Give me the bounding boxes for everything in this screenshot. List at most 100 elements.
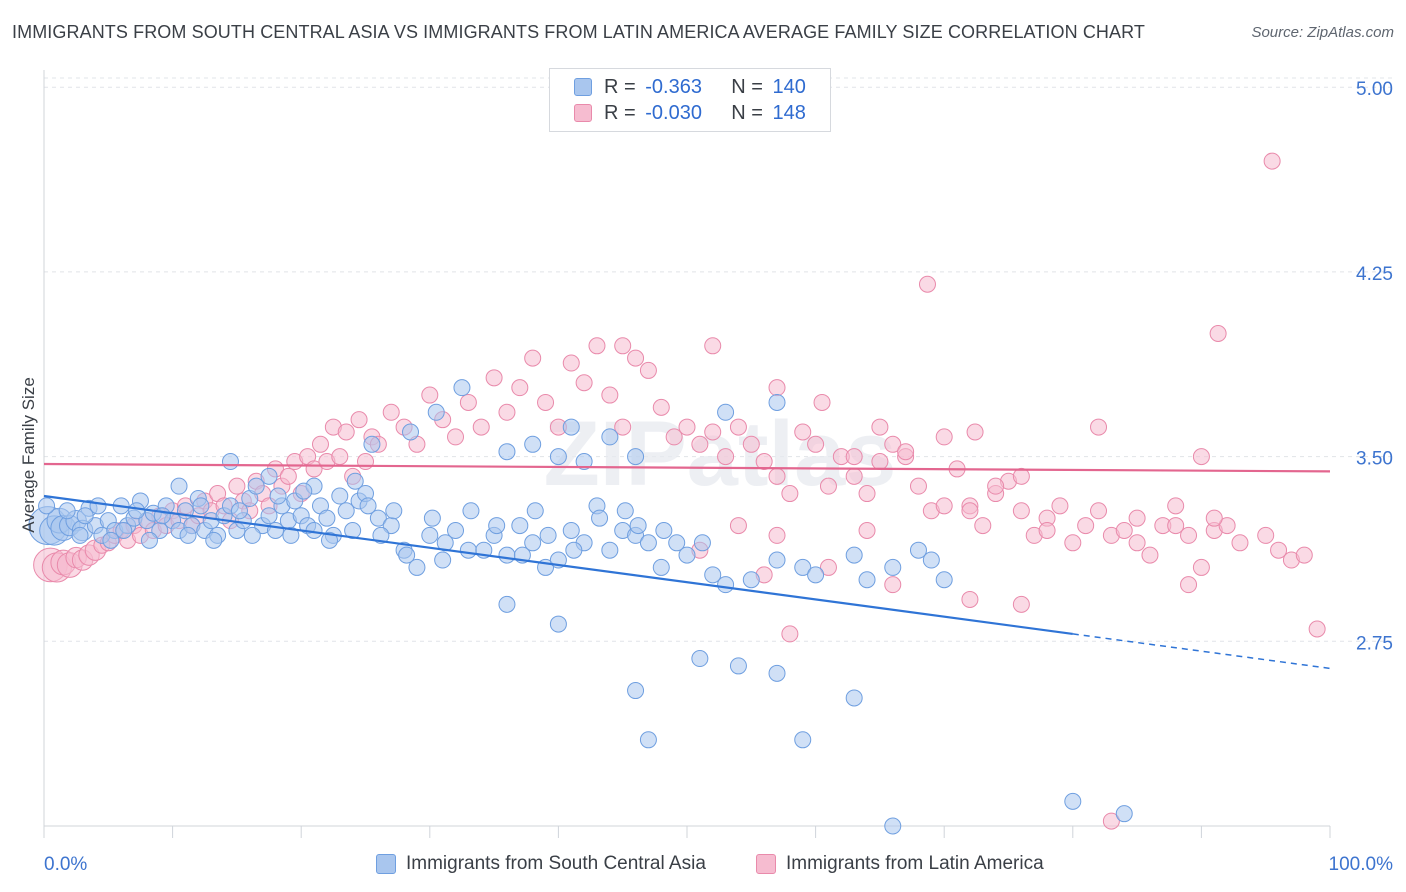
blue-point: [858, 571, 876, 589]
blue-point: [845, 689, 863, 707]
blue-point: [729, 657, 747, 675]
blue-point: [668, 534, 686, 552]
pink-point: [1308, 620, 1326, 638]
pink-point: [909, 477, 927, 495]
blue-point: [539, 526, 557, 544]
pink-point: [331, 448, 349, 466]
pink-point: [1180, 526, 1198, 544]
pink-point: [704, 423, 722, 441]
pink-point: [781, 625, 799, 643]
blue-point: [320, 531, 338, 549]
blue-point: [629, 517, 647, 535]
pink-point: [819, 558, 837, 576]
bottom-legend-label: Immigrants from Latin America: [786, 853, 1044, 874]
pink-point: [729, 517, 747, 535]
pink-point: [665, 428, 683, 446]
blue-point: [369, 509, 387, 527]
blue-point: [38, 497, 56, 515]
axis-labels: 2.75 3.50 4.25 5.00 0.0% 100.0% Average Family…: [19, 79, 1393, 875]
pink-point: [858, 485, 876, 503]
pink-point: [987, 477, 1005, 495]
blue-point: [1115, 805, 1133, 823]
pink-point: [421, 386, 439, 404]
pink-point: [819, 477, 837, 495]
blue-point: [385, 502, 403, 520]
y-tick-label: 2.75: [1356, 633, 1393, 654]
blue-point: [192, 497, 210, 515]
pink-point: [918, 275, 936, 293]
pink-point: [472, 418, 490, 436]
blue-point: [562, 521, 580, 539]
x-tick-label: 100.0%: [1329, 854, 1394, 875]
correlation-legend: R = -0.363 N = 140 R = -0.030 N = 148: [549, 68, 831, 132]
blue-point: [58, 502, 76, 520]
pink-point: [498, 403, 516, 421]
blue-point: [498, 443, 516, 461]
pink-point: [813, 393, 831, 411]
blue-point: [243, 526, 261, 544]
blue-point: [115, 521, 133, 539]
pink-point: [742, 435, 760, 453]
pink-point: [704, 337, 722, 355]
blue-point: [372, 526, 390, 544]
blue-point: [498, 546, 516, 564]
blue-point: [884, 817, 902, 835]
blue-point: [260, 507, 278, 525]
source-label: Source: ZipAtlas.com: [1251, 24, 1394, 41]
y-tick-label: 5.00: [1356, 79, 1393, 100]
pink-point: [614, 337, 632, 355]
blue-point: [526, 502, 544, 520]
grid-lines: [44, 77, 1392, 642]
blue-point: [230, 502, 248, 520]
pink-point: [935, 497, 953, 515]
pink-point: [652, 398, 670, 416]
blue-point: [768, 393, 786, 411]
blue-point: [591, 509, 609, 527]
legend-n-value: 140: [772, 75, 806, 98]
pink-point: [357, 453, 374, 471]
blue-point: [71, 526, 89, 544]
pink-point: [729, 418, 747, 436]
legend-r-value: -0.030: [645, 101, 702, 124]
blue-point: [427, 403, 445, 421]
bottom-legend-south-central-asia: Immigrants from South Central Asia: [376, 850, 706, 878]
blue-point: [408, 558, 426, 576]
pink-point: [1167, 517, 1185, 535]
pink-point: [807, 435, 825, 453]
blue-point: [447, 521, 465, 539]
bottom-legend-label: Immigrants from South Central Asia: [406, 853, 706, 874]
blue-point: [794, 558, 812, 576]
pink-point: [627, 349, 645, 367]
blue-point: [565, 541, 583, 559]
y-tick-label: 4.25: [1356, 264, 1393, 285]
blue-point: [295, 482, 313, 500]
pink-point: [1012, 595, 1030, 613]
pink-point: [678, 418, 696, 436]
pink-point: [1102, 812, 1120, 830]
blue-point: [247, 477, 265, 495]
pink-point: [1218, 517, 1236, 535]
blue-point: [128, 502, 146, 520]
blue-point: [205, 531, 223, 549]
pink-point: [1051, 497, 1069, 515]
legend-n-label: N =: [731, 75, 763, 98]
blue-point: [282, 526, 300, 544]
pink-point: [884, 435, 902, 453]
blue-point: [459, 541, 477, 559]
blue-point: [691, 650, 709, 668]
pink-point: [382, 403, 400, 421]
legend-r-label: R =: [604, 75, 636, 98]
pink-swatch-icon: [574, 104, 592, 122]
bottom-legend-latin-america: Immigrants from Latin America: [756, 850, 1044, 878]
pink-point: [1263, 152, 1281, 170]
blue-point: [845, 546, 863, 564]
blue-point: [639, 731, 657, 749]
pink-point: [897, 443, 915, 461]
pink-point: [1128, 509, 1146, 527]
blue-point: [170, 477, 188, 495]
blue-point: [140, 531, 158, 549]
blue-point: [498, 595, 516, 613]
trend-lines: [43, 462, 1331, 670]
pink-point: [884, 576, 902, 594]
pink-point: [768, 379, 786, 397]
